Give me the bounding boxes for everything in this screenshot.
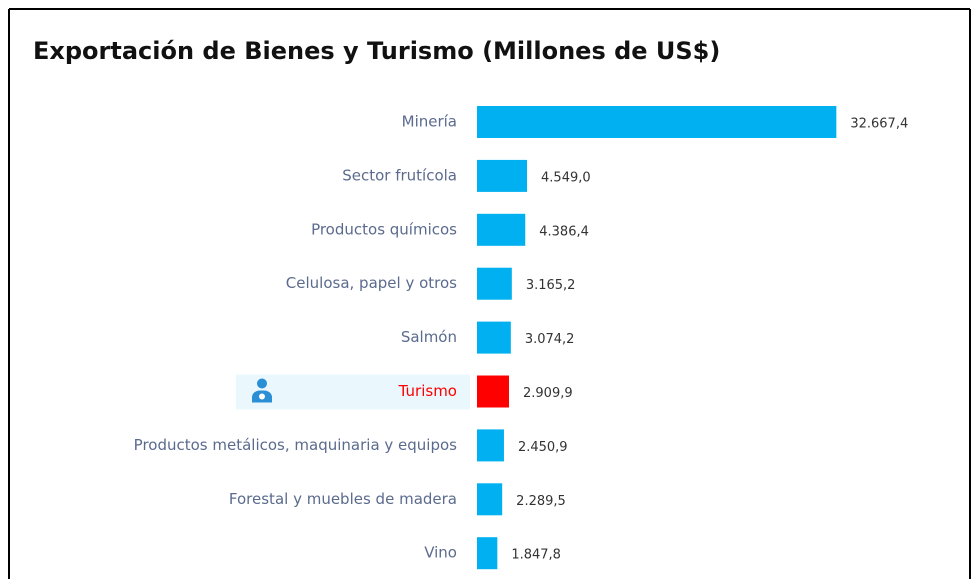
icon-badge — [259, 393, 265, 400]
bar — [477, 106, 837, 138]
category-label: Productos químicos — [311, 220, 457, 238]
value-label: 1.847,8 — [511, 548, 561, 563]
bar — [477, 321, 511, 354]
category-label: Sector frutícola — [342, 166, 457, 184]
category-label: Vino — [424, 544, 457, 562]
bar — [477, 267, 512, 300]
value-label: 4.386,4 — [539, 224, 589, 239]
category-label: Productos metálicos, maquinaria y equipo… — [134, 436, 457, 454]
value-label: 2.289,5 — [516, 494, 566, 509]
value-label: 3.165,2 — [526, 278, 576, 293]
value-label: 2.450,9 — [518, 440, 568, 455]
category-label: Celulosa, papel y otros — [286, 274, 457, 292]
bar — [477, 375, 510, 408]
bar — [477, 483, 503, 516]
highlight-background — [236, 374, 470, 410]
value-label: 32.667,4 — [850, 117, 908, 132]
bar — [477, 537, 498, 570]
bar — [477, 213, 526, 246]
icon-head — [257, 378, 267, 389]
highlight-row — [236, 374, 470, 410]
category-label: Turismo — [398, 382, 457, 400]
value-label: 3.074,2 — [525, 332, 575, 347]
chart-title: Exportación de Bienes y Turismo (Millone… — [33, 37, 720, 65]
bar — [477, 159, 528, 192]
category-label: Minería — [402, 113, 457, 131]
value-label: 4.549,0 — [541, 170, 591, 185]
category-label: Forestal y muebles de madera — [229, 490, 457, 508]
value-label: 2.909,9 — [523, 386, 573, 401]
bar — [477, 429, 504, 462]
category-label: Salmón — [401, 328, 457, 346]
